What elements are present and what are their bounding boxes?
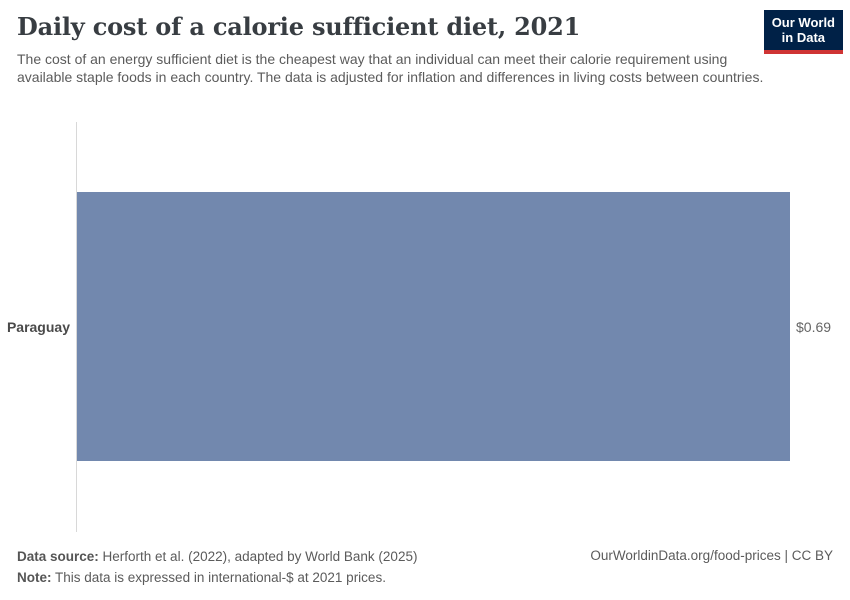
note-label: Note: [17, 570, 52, 585]
owid-logo-line1: Our World [771, 15, 835, 30]
note-text: This data is expressed in international-… [51, 570, 386, 585]
data-source-label: Data source: [17, 549, 99, 564]
bar-value-label: $0.69 [796, 319, 832, 335]
chart-subtitle: The cost of an energy sufficient diet is… [17, 51, 764, 86]
owid-logo-line2: in Data [781, 30, 826, 46]
data-source-text: Herforth et al. (2022), adapted by World… [98, 549, 418, 564]
footer-notes: Data source: Herforth et al. (2022), ada… [17, 546, 417, 588]
data-source-line: Data source: Herforth et al. (2022), ada… [17, 546, 417, 567]
bar-paraguay[interactable] [77, 192, 790, 461]
y-axis-line [76, 122, 77, 532]
page-title: Daily cost of a calorie sufficient diet,… [17, 12, 581, 41]
entity-label-paraguay: Paraguay [6, 319, 70, 335]
owid-logo: Our World in Data [763, 10, 843, 54]
attribution: OurWorldinData.org/food-prices | CC BY [590, 548, 833, 563]
note-line: Note: This data is expressed in internat… [17, 567, 417, 588]
plot-area [77, 122, 790, 532]
